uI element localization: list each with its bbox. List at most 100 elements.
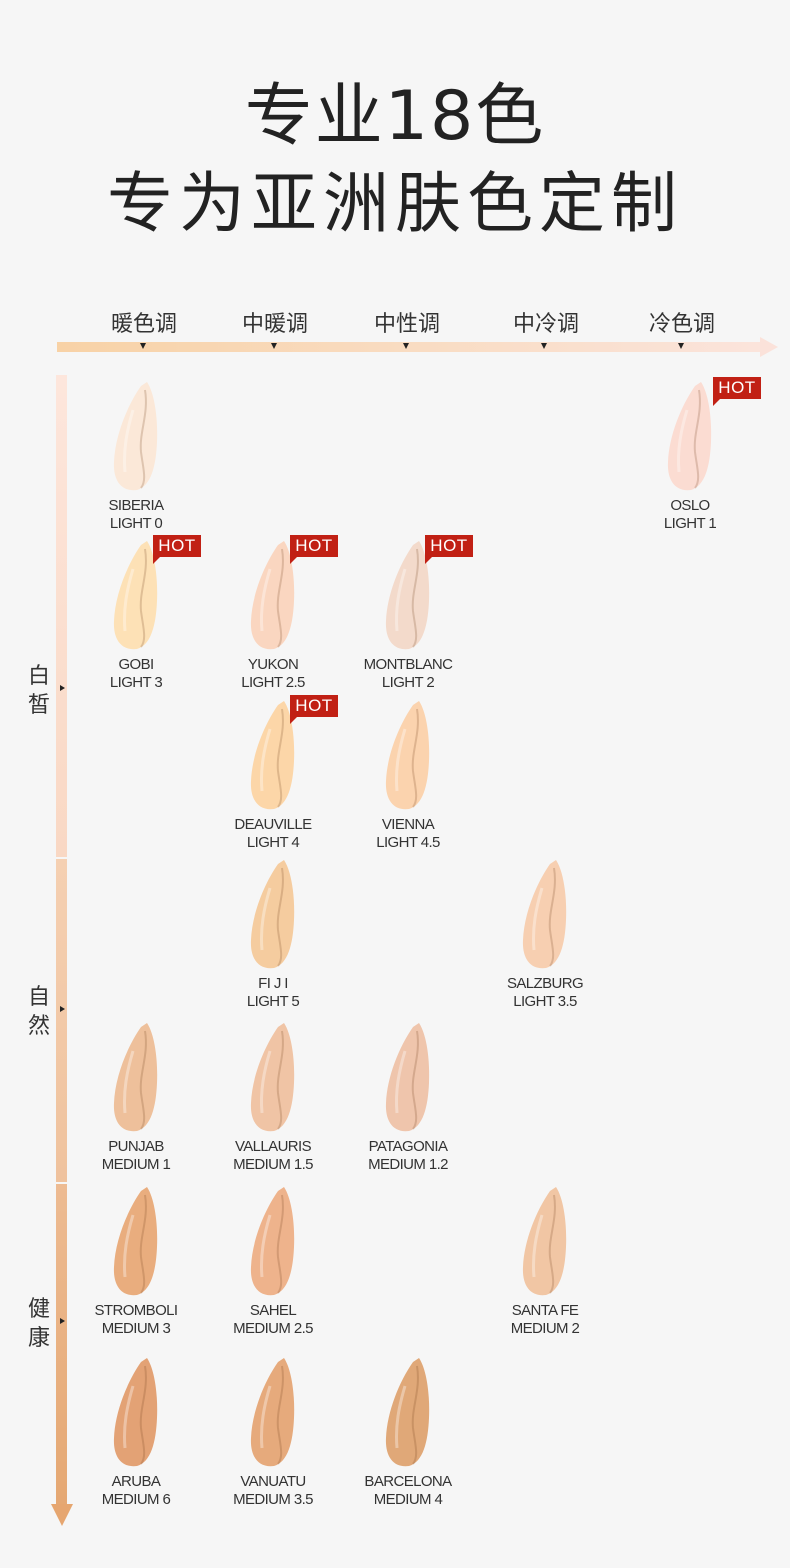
tone-tick-medium-cool [541,343,547,349]
shade-name: VANUATU [240,1473,306,1490]
hot-badge: HOT [713,377,761,406]
foundation-smear [385,541,430,650]
shade-swatch: DEAUVILLE LIGHT 4 HOT [198,695,348,859]
shade-name: OSLO [670,497,710,514]
tone-tick-cool [678,343,684,349]
shade-code: MEDIUM 6 [101,1491,171,1508]
row-label-natural: 自然 [27,985,50,1039]
row-label-healthy: 健康 [27,1297,50,1351]
depth-axis-fair [56,375,67,857]
foundation-smear [667,382,712,491]
shade-swatch: GOBI LIGHT 3 HOT [61,535,211,699]
row-tick-natural [60,1006,65,1012]
foundation-smear [250,701,295,810]
shade-swatch: SIBERIA LIGHT 0 [61,380,211,540]
shade-code: MEDIUM 2.5 [233,1320,313,1337]
shade-name: ARUBA [111,1473,161,1490]
shade-code: LIGHT 2 [381,674,435,691]
shade-code: LIGHT 5 [246,993,300,1010]
shade-name: VIENNA [381,816,435,833]
tone-label-neutral: 中性调 [373,312,440,337]
row-tick-healthy [60,1318,65,1324]
shade-swatch: OSLO LIGHT 1 HOT [615,377,765,540]
shade-code: LIGHT 3.5 [513,993,577,1010]
shade-name: PUNJAB [108,1138,164,1155]
shade-name: SIBERIA [108,497,165,514]
foundation-smear [250,1023,295,1132]
foundation-smear [385,1023,430,1132]
foundation-smear [250,1187,295,1296]
shade-code: MEDIUM 1.5 [233,1156,313,1173]
shade-swatch: VANUATU MEDIUM 3.5 [198,1356,348,1516]
shade-swatch: PATAGONIA MEDIUM 1.2 [333,1021,483,1181]
shade-code: LIGHT 0 [109,515,163,532]
foundation-smear [385,1358,430,1467]
depth-axis-arrowhead [51,1504,73,1526]
headline: 专业18色 [244,77,546,156]
shade-code: LIGHT 2.5 [241,674,305,691]
shade-name: YUKON [247,656,299,673]
shade-swatch: ARUBA MEDIUM 6 [61,1356,211,1516]
shade-swatch: BARCELONA MEDIUM 4 [333,1356,483,1516]
foundation-smear [250,1358,295,1467]
hot-badge: HOT [425,535,473,564]
shade-code: LIGHT 3 [109,674,163,691]
shade-swatch: PUNJAB MEDIUM 1 [61,1021,211,1181]
foundation-smear [113,382,158,491]
hot-badge: HOT [290,695,338,724]
shade-name: SAHEL [249,1302,297,1319]
undertone-axis-arrowhead [760,337,778,357]
depth-axis-natural [56,859,67,1182]
shade-swatch: VIENNA LIGHT 4.5 [333,699,483,859]
shade-code: MEDIUM 4 [373,1491,443,1508]
tone-label-medium-cool: 中冷调 [512,312,579,337]
row-tick-fair [60,685,65,691]
shade-swatch: VALLAURIS MEDIUM 1.5 [198,1021,348,1181]
shade-code: MEDIUM 3.5 [233,1491,313,1508]
depth-axis-healthy [56,1184,67,1506]
tone-label-warm: 暖色调 [110,312,177,337]
shade-code: MEDIUM 3 [101,1320,171,1337]
shade-swatch: YUKON LIGHT 2.5 HOT [198,535,348,699]
undertone-axis [57,342,767,352]
shade-name: STROMBOLI [94,1302,179,1319]
shade-swatch: MONTBLANC LIGHT 2 HOT [333,535,483,699]
subheadline: 专为亚洲肤色定制 [107,165,683,242]
shade-swatch: STROMBOLI MEDIUM 3 [61,1185,211,1345]
shade-code: LIGHT 1 [663,515,717,532]
tone-tick-medium-warm [271,343,277,349]
shade-name: DEAUVILLE [234,816,312,833]
foundation-smear [113,1023,158,1132]
foundation-smear [522,1187,567,1296]
shade-name: GOBI [118,656,154,673]
foundation-smear [113,541,158,650]
shade-name: SANTA FE [511,1302,579,1319]
foundation-smear [522,860,567,969]
shade-code: LIGHT 4.5 [376,834,440,851]
foundation-smear [250,860,295,969]
tone-tick-warm [140,343,146,349]
foundation-smear [113,1187,158,1296]
shade-name: VALLAURIS [234,1138,312,1155]
hot-badge: HOT [153,535,201,564]
shade-swatch: SALZBURG LIGHT 3.5 [470,858,620,1018]
shade-code: MEDIUM 1.2 [368,1156,448,1173]
shade-swatch: FI J I LIGHT 5 [198,858,348,1018]
foundation-smear [113,1358,158,1467]
shade-name: FI J I [258,975,288,992]
foundation-smear [385,701,430,810]
tone-label-cool: 冷色调 [648,312,715,337]
tone-label-medium-warm: 中暖调 [241,312,308,337]
shade-name: MONTBLANC [363,656,453,673]
hot-badge: HOT [290,535,338,564]
shade-code: MEDIUM 1 [101,1156,171,1173]
shade-code: MEDIUM 2 [510,1320,580,1337]
shade-name: SALZBURG [506,975,584,992]
shade-name: BARCELONA [364,1473,452,1490]
shade-code: LIGHT 4 [246,834,300,851]
row-label-fair: 白皙 [27,664,50,718]
shade-swatch: SAHEL MEDIUM 2.5 [198,1185,348,1345]
foundation-smear [250,541,295,650]
shade-swatch: SANTA FE MEDIUM 2 [470,1185,620,1345]
tone-tick-neutral [403,343,409,349]
